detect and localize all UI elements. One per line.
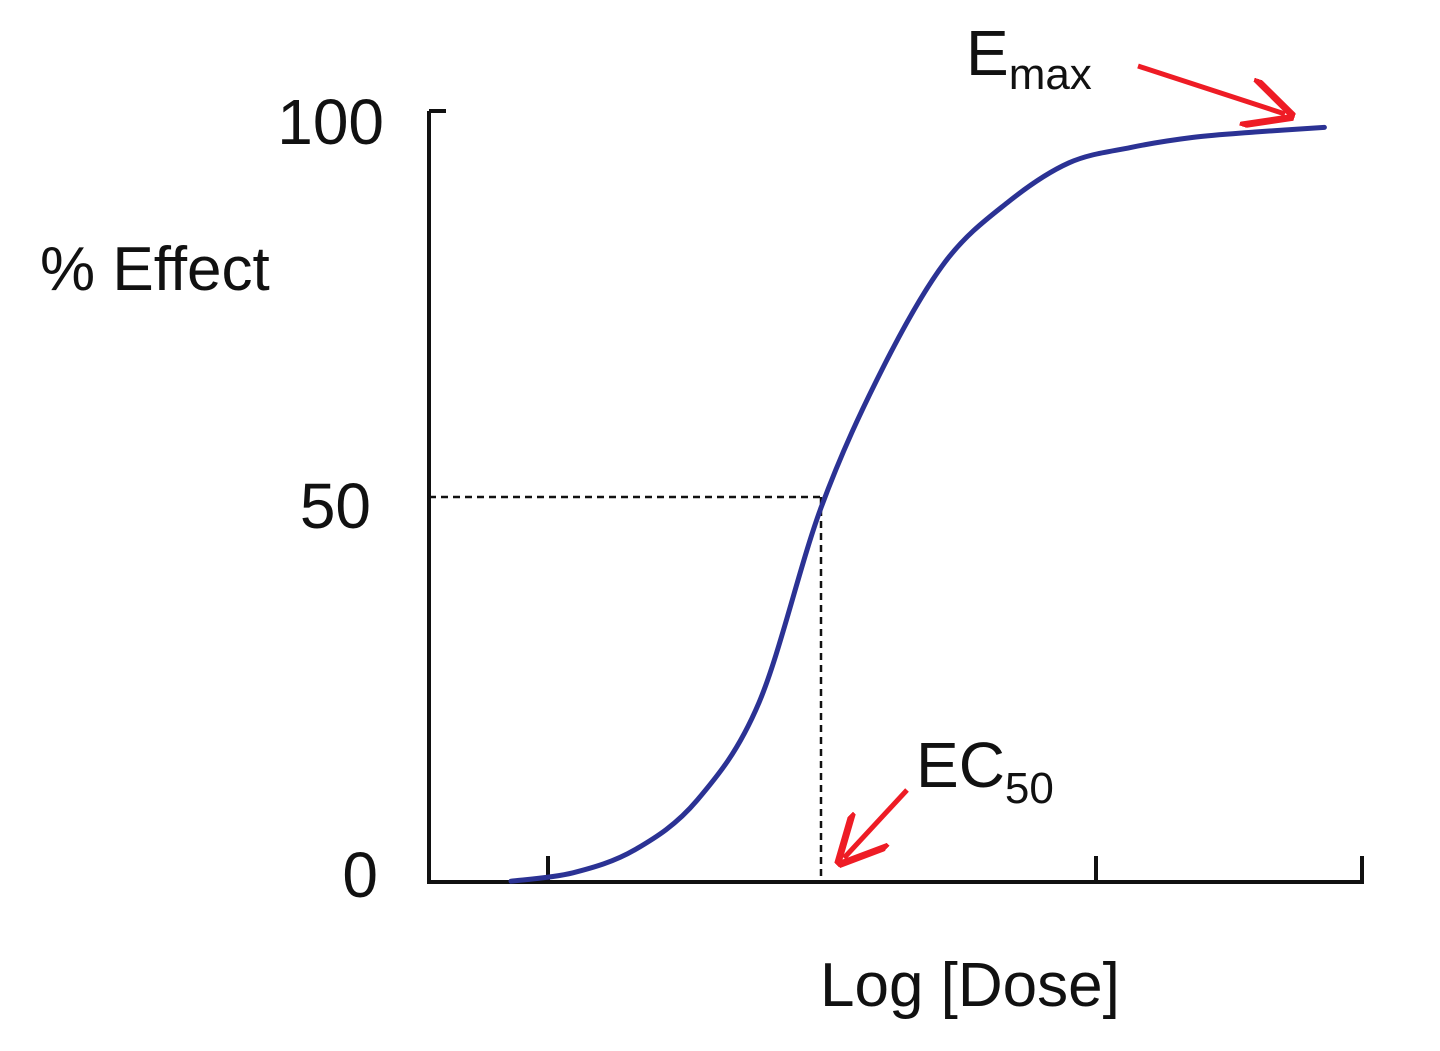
ec50-label-subscript: 50: [1005, 764, 1054, 813]
y-tick-labels: 100 50 0: [277, 86, 384, 911]
emax-annotation: Emax: [966, 17, 1285, 114]
ec50-arrow: [844, 788, 909, 858]
emax-label-main: E: [966, 17, 1009, 89]
y-axis-title: % Effect: [40, 235, 270, 304]
y-tick-label: 100: [277, 86, 384, 158]
ec50-annotation: EC50: [844, 729, 1054, 858]
ec50-label-main: EC: [916, 729, 1005, 801]
y-tick-label: 0: [342, 839, 378, 911]
emax-label-subscript: max: [1009, 50, 1092, 99]
ec50-reference-lines: [429, 495, 823, 882]
y-tick-label: 50: [300, 470, 371, 542]
dose-response-curve: [508, 124, 1327, 884]
emax-arrow: [1137, 63, 1285, 114]
emax-label: Emax: [966, 17, 1092, 99]
ec50-label: EC50: [916, 729, 1054, 813]
x-axis-title: Log [Dose]: [820, 951, 1120, 1020]
